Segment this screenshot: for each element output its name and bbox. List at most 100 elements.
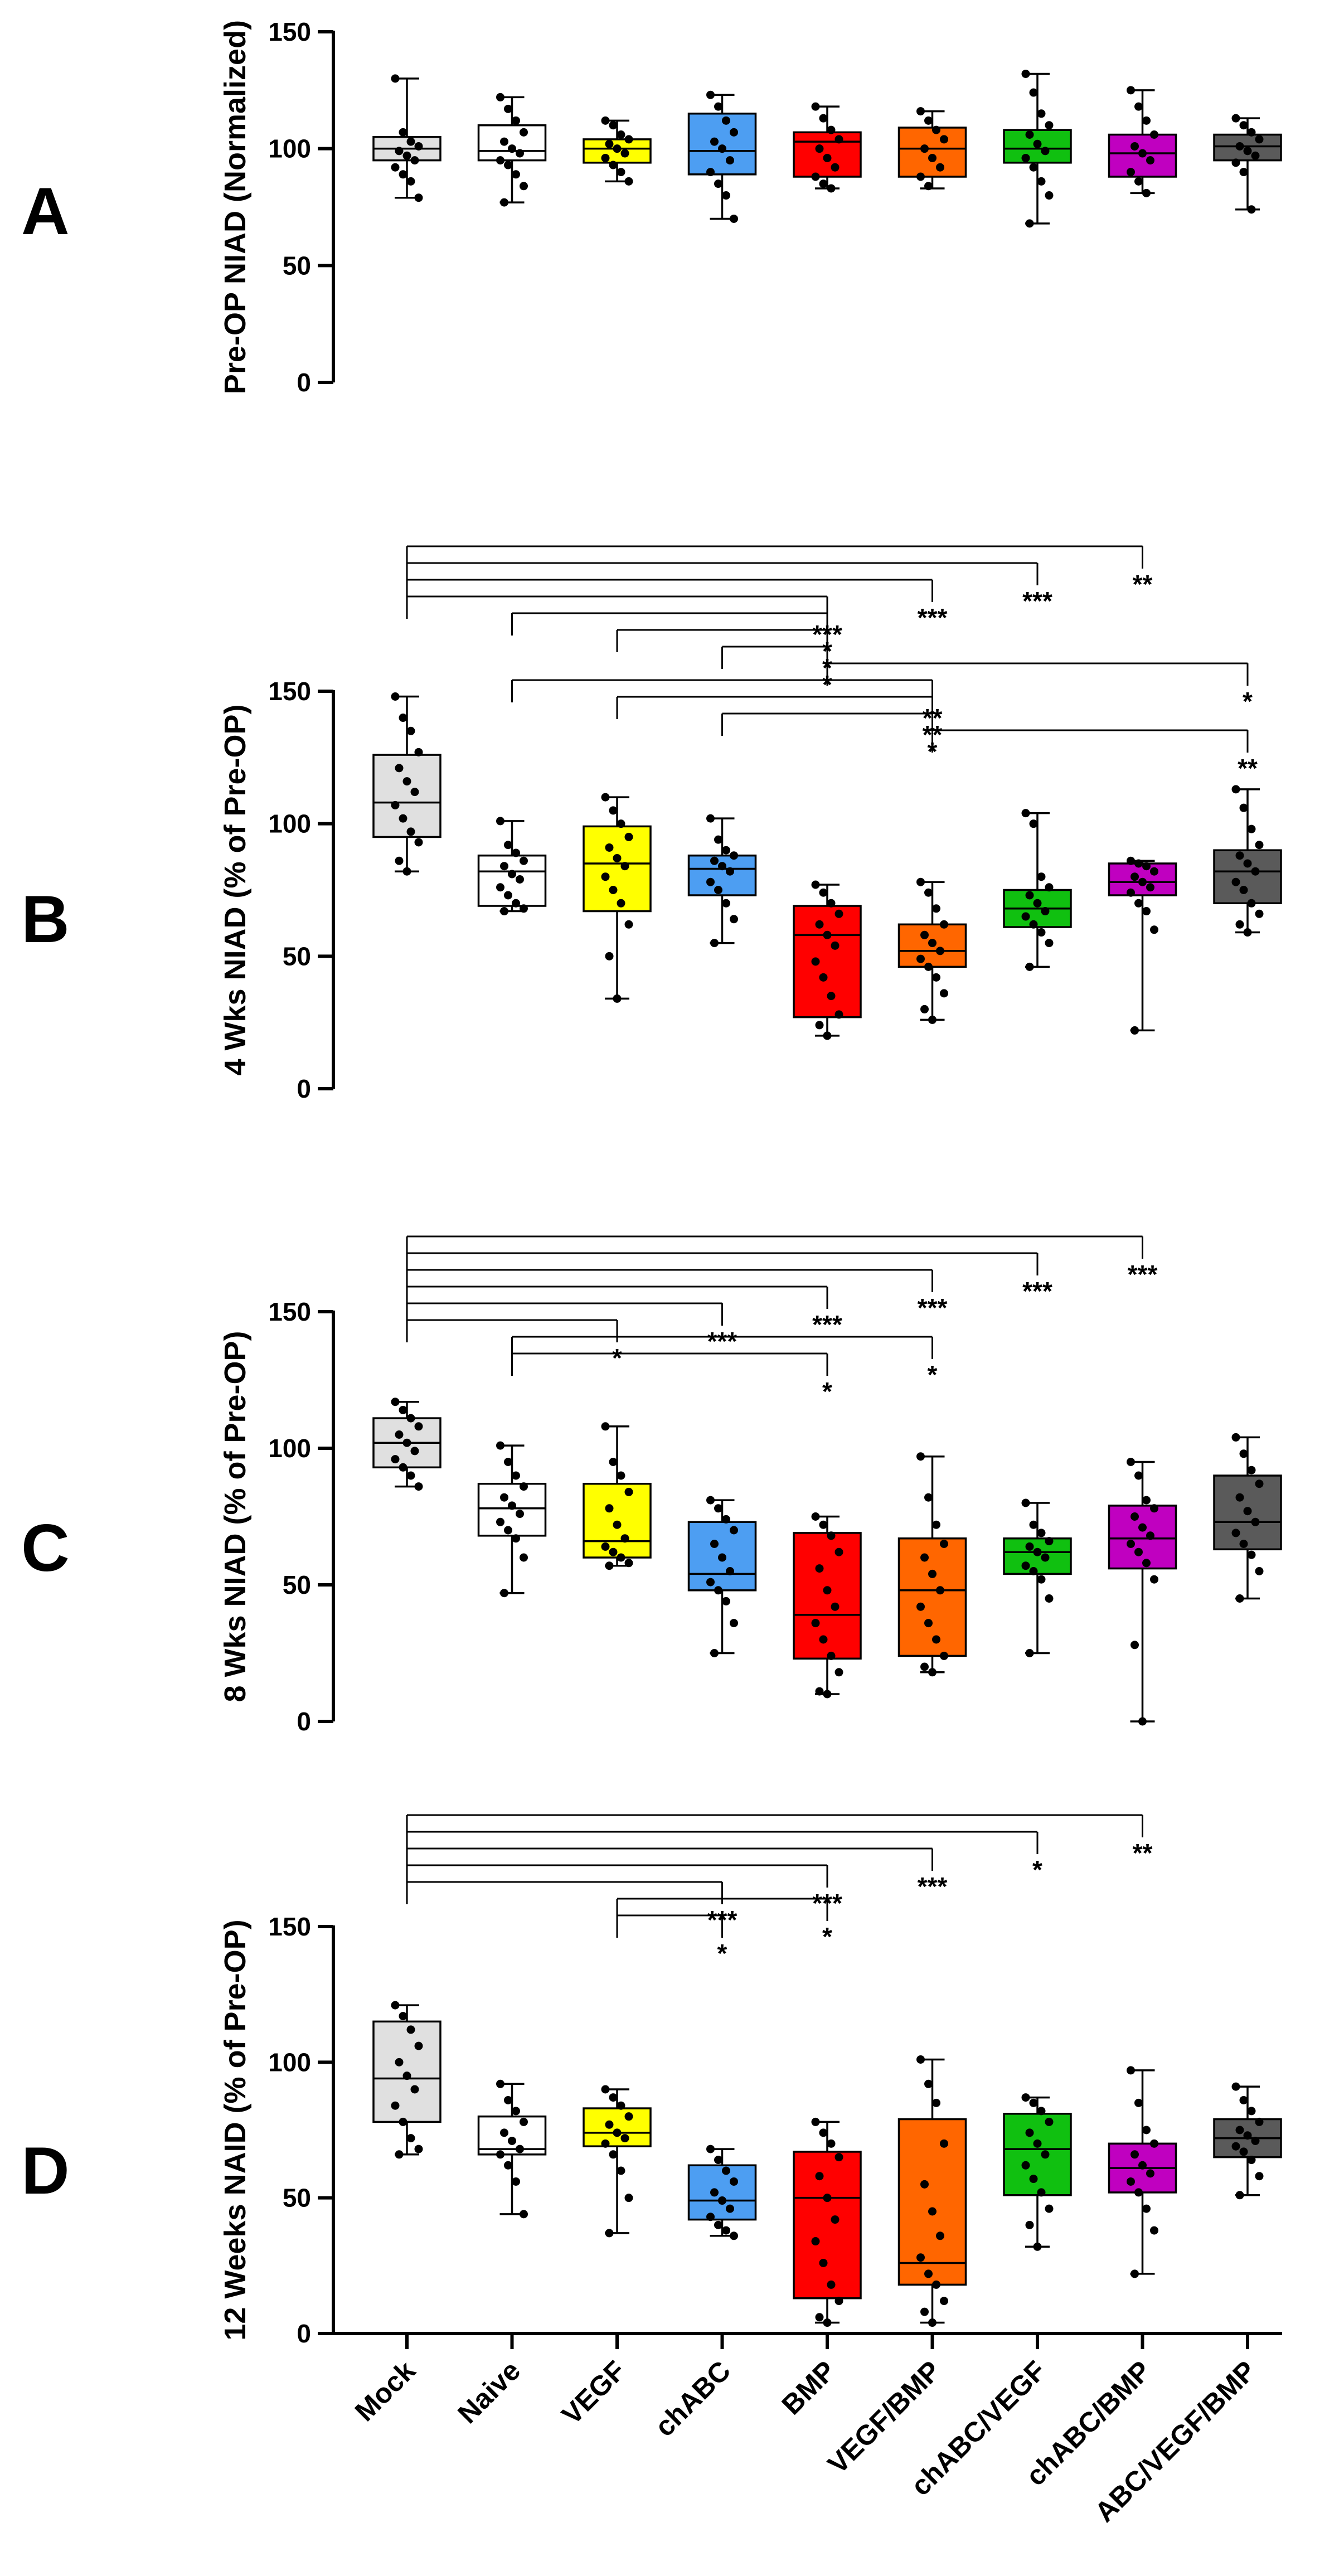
data-point — [1235, 1594, 1244, 1603]
data-point — [399, 2117, 407, 2126]
data-point — [819, 180, 828, 188]
data-point — [834, 1010, 843, 1019]
data-point — [1029, 2098, 1038, 2107]
data-point — [1255, 1567, 1264, 1575]
data-point — [916, 2055, 925, 2064]
data-point — [617, 168, 625, 177]
panel-letter: A — [21, 174, 70, 249]
data-point — [710, 1649, 719, 1657]
data-point — [1127, 888, 1135, 897]
significance-bracket: *** — [406, 562, 1052, 615]
data-point — [819, 1520, 828, 1529]
data-point — [1033, 2242, 1042, 2251]
y-tick-label: 0 — [297, 2319, 311, 2348]
significance-bracket: ** — [406, 1814, 1153, 1867]
data-point — [834, 2297, 843, 2306]
data-point — [504, 2161, 512, 2170]
data-point — [722, 846, 730, 855]
iqr-box — [1213, 849, 1282, 905]
data-point — [730, 2231, 738, 2240]
significance-bracket: *** — [406, 1881, 737, 1934]
data-point — [512, 2107, 520, 2116]
data-point — [609, 806, 618, 815]
iqr-box — [477, 854, 547, 907]
data-point — [617, 1553, 625, 1562]
data-point — [827, 992, 836, 1001]
data-point — [1127, 86, 1135, 95]
box-chabc-bmp — [1108, 86, 1177, 197]
data-point — [1247, 824, 1256, 833]
data-point — [395, 147, 404, 156]
box-abc-vegf-bmp — [1213, 114, 1282, 214]
data-point — [605, 1504, 614, 1513]
box-chabc — [687, 1496, 757, 1657]
panel-letter: B — [21, 882, 70, 957]
data-point — [1045, 191, 1054, 200]
data-point — [1041, 907, 1050, 916]
y-tick-label: 100 — [268, 1434, 311, 1463]
data-point — [395, 2150, 404, 2159]
data-point — [811, 1619, 820, 1628]
data-point — [601, 2085, 610, 2094]
y-axis-label: 12 Weeks NAID (% of Pre-OP) — [219, 1919, 252, 2340]
data-point — [609, 886, 618, 894]
data-point — [1247, 128, 1256, 137]
data-point — [714, 180, 722, 188]
data-point — [811, 2117, 820, 2126]
data-point — [730, 1526, 738, 1535]
y-tick-label: 100 — [268, 809, 311, 838]
box-mock — [372, 692, 441, 876]
significance-label: ** — [1133, 1838, 1153, 1867]
data-point — [1251, 151, 1260, 160]
data-point — [512, 2177, 520, 2186]
box-bmp — [793, 2117, 862, 2327]
data-point — [414, 193, 423, 202]
significance-bracket: * — [511, 1352, 832, 1406]
data-point — [399, 1405, 407, 1414]
data-point — [414, 1422, 423, 1431]
iqr-box — [793, 1532, 862, 1660]
data-point — [617, 1471, 625, 1480]
data-point — [613, 853, 622, 862]
data-point — [1045, 2204, 1054, 2213]
data-point — [811, 172, 820, 181]
data-point — [414, 142, 423, 151]
data-point — [1134, 2188, 1143, 2197]
box-vegf-bmp — [897, 877, 967, 1024]
data-point — [920, 144, 929, 153]
data-point — [1045, 883, 1054, 892]
data-point — [928, 1569, 937, 1578]
data-point — [827, 1651, 836, 1660]
y-tick-label: 100 — [268, 134, 311, 163]
data-point — [920, 1662, 929, 1671]
data-point — [706, 1578, 715, 1587]
box-vegf — [583, 793, 652, 1003]
data-point — [924, 962, 933, 971]
data-point — [496, 1441, 504, 1450]
data-point — [1146, 156, 1154, 165]
iqr-box — [793, 131, 862, 178]
data-point — [399, 714, 407, 722]
box-mock — [372, 74, 441, 202]
data-point — [620, 2134, 629, 2143]
data-point — [1025, 2128, 1034, 2137]
data-point — [706, 2145, 715, 2153]
data-point — [504, 161, 512, 169]
data-point — [500, 2128, 508, 2137]
data-point — [819, 2128, 828, 2137]
data-point — [932, 1520, 940, 1529]
data-point — [402, 2072, 411, 2080]
data-point — [722, 2226, 730, 2235]
data-point — [1255, 909, 1264, 918]
data-point — [605, 952, 614, 960]
data-point — [1231, 877, 1240, 886]
data-point — [1255, 135, 1264, 144]
data-point — [928, 939, 937, 948]
data-point — [500, 1589, 508, 1598]
data-point — [819, 888, 828, 897]
data-point — [1033, 1547, 1042, 1556]
iqr-box — [687, 113, 757, 176]
data-point — [827, 2280, 836, 2289]
data-point — [940, 989, 948, 998]
